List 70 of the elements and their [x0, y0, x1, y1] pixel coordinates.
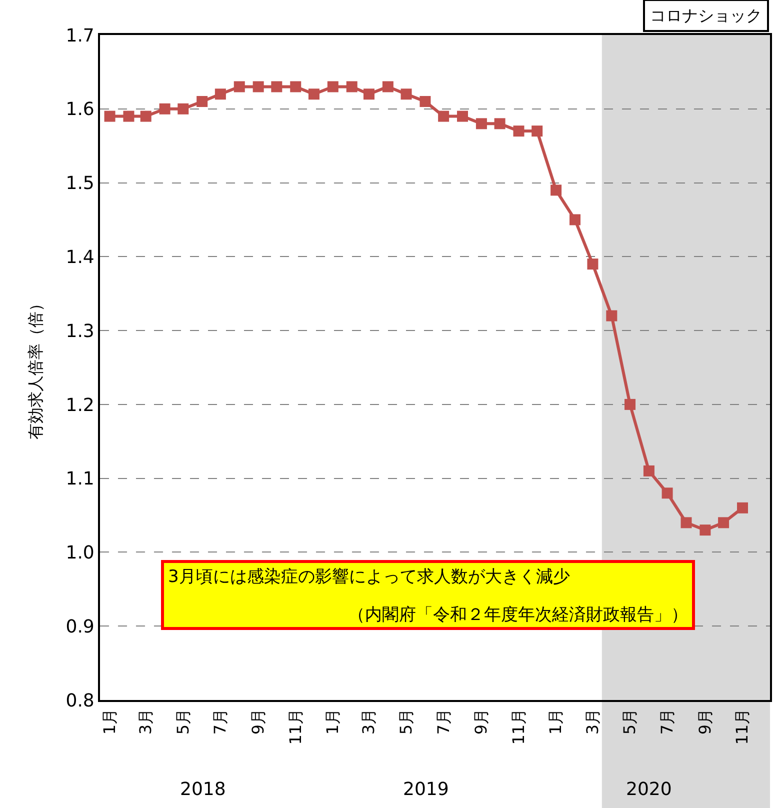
- annotation: （内閣府「令和２年度年次経済財政報告」）: [348, 605, 688, 625]
- text: コロナショック: [650, 6, 762, 25]
- point: [532, 126, 543, 137]
- y-tick-label: 1.3: [66, 320, 94, 342]
- x-tick-label: 7月: [658, 708, 676, 735]
- x-tick-label: 3月: [359, 708, 378, 735]
- point: [123, 110, 134, 122]
- point: [346, 81, 358, 92]
- point: [363, 88, 374, 100]
- point: [457, 110, 468, 122]
- point: [178, 103, 189, 114]
- point: [643, 465, 654, 476]
- text: 2019: [403, 779, 449, 800]
- x-tick-label: 5月: [396, 708, 416, 735]
- point: [550, 184, 562, 196]
- x-tick-label: 11月: [286, 708, 305, 745]
- point: [196, 96, 208, 107]
- point: [104, 110, 116, 122]
- annotation: 3月頃には感染症の影響によって求人数が大きく減少: [168, 567, 570, 587]
- point: [700, 524, 711, 536]
- x-tick-label: 1月: [100, 708, 119, 735]
- x-tick-label: 1月: [323, 708, 342, 735]
- y-tick-label: 0.9: [66, 616, 94, 638]
- x-tick-label: 11月: [732, 708, 752, 745]
- point: [494, 118, 506, 130]
- x-tick-label: 3月: [136, 708, 156, 735]
- point: [624, 398, 636, 410]
- point: [438, 110, 450, 122]
- text: 2018: [180, 779, 226, 800]
- y-tick-label: 0.8: [66, 690, 94, 712]
- point: [606, 310, 618, 322]
- y-axis-title: 有効求人倍率（倍）: [26, 296, 46, 440]
- point: [736, 502, 748, 514]
- x-tick-label: 5月: [620, 708, 640, 735]
- point: [271, 81, 282, 92]
- point: [587, 258, 598, 270]
- point: [382, 81, 394, 92]
- point: [420, 96, 431, 107]
- y-tick-label: 1.7: [66, 25, 94, 46]
- point: [680, 517, 692, 528]
- y-tick-label: 1.0: [66, 542, 94, 564]
- point: [476, 118, 487, 130]
- x-tick-label: 5月: [173, 708, 192, 735]
- x-tick-label: 1月: [546, 708, 566, 735]
- point: [252, 81, 264, 92]
- point: [234, 81, 245, 92]
- y-tick-label: 1.6: [66, 99, 94, 120]
- point: [159, 103, 170, 114]
- point: [308, 88, 320, 100]
- x-tick-label: 3月: [582, 708, 602, 735]
- point: [140, 110, 152, 122]
- point: [290, 81, 302, 92]
- point: [327, 81, 338, 92]
- point: [513, 126, 524, 137]
- x-tick-label: 7月: [210, 708, 230, 735]
- point: [569, 214, 580, 226]
- y-tick-label: 1.2: [66, 394, 94, 416]
- x-tick-label: 9月: [695, 708, 714, 735]
- x-tick-label: 9月: [248, 708, 268, 735]
- point: [718, 517, 730, 528]
- x-tick-label: 7月: [434, 708, 453, 735]
- y-tick-label: 1.4: [66, 246, 94, 268]
- x-tick-label: 11月: [508, 708, 528, 745]
- point: [662, 488, 673, 499]
- y-tick-label: 1.1: [66, 468, 94, 490]
- point: [214, 88, 226, 100]
- point: [400, 88, 412, 100]
- y-tick-label: 1.5: [66, 173, 94, 194]
- x-tick-label: 9月: [472, 708, 491, 735]
- text: 2020: [626, 779, 672, 800]
